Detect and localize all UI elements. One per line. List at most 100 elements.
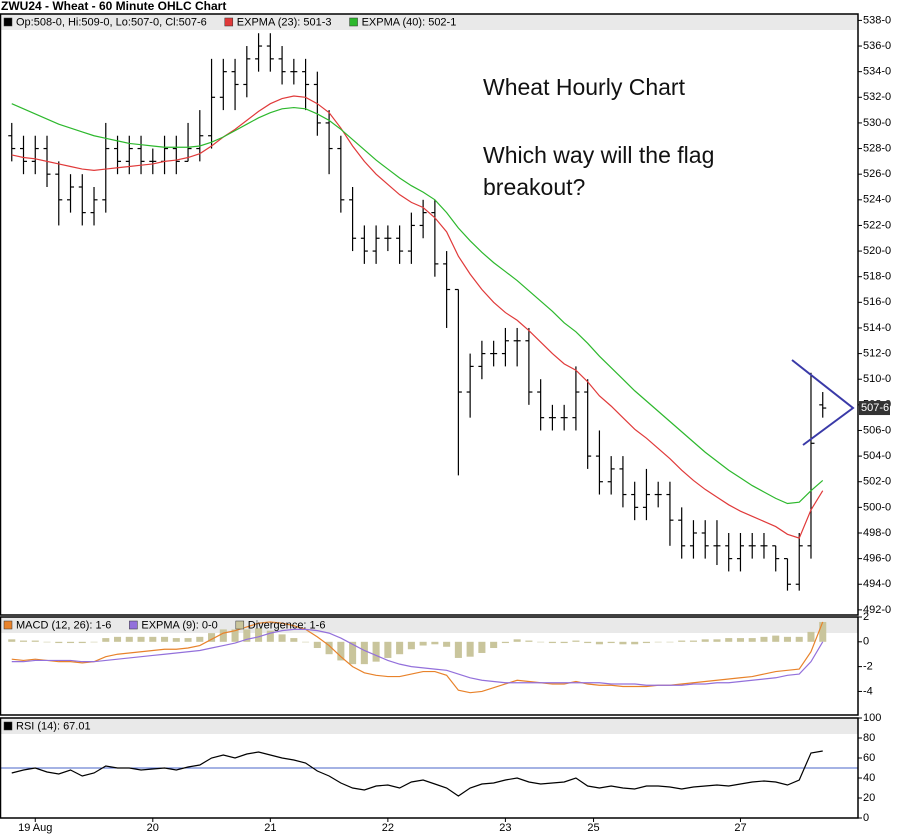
histogram-bar [172, 638, 180, 642]
legend-swatch [3, 17, 13, 27]
histogram-bar [783, 636, 792, 642]
histogram-bar [78, 641, 86, 644]
y-tick-label: 504-0 [863, 450, 891, 462]
histogram-bar [114, 636, 122, 642]
histogram-bar [290, 638, 298, 642]
x-tick-label: 20 [147, 822, 159, 834]
histogram-bar [548, 641, 556, 644]
histogram-bar [607, 641, 615, 644]
histogram-bar [701, 639, 709, 642]
histogram-bar [384, 641, 392, 658]
panel-frame [0, 717, 859, 819]
legend-label: MACD (12, 26): 1-6 [16, 619, 111, 631]
histogram-bar [478, 641, 486, 653]
y-tick-label: 0 [863, 812, 869, 824]
y-tick-label: 534-0 [863, 66, 891, 78]
legend-label: EXPMA (40): 502-1 [362, 16, 457, 28]
chart-title: ZWU24 - Wheat - 60 Minute OHLC Chart [1, 0, 226, 13]
histogram-bar [654, 641, 662, 643]
histogram-bar [795, 636, 803, 642]
flag-drawing [791, 359, 855, 446]
histogram-bar [407, 641, 415, 650]
legend-label: EXPMA (9): 0-0 [141, 619, 217, 631]
y-tick-label: 2 [863, 611, 869, 623]
series-line [11, 103, 824, 505]
y-tick-label: 522-0 [863, 219, 891, 231]
legend-swatch [349, 17, 358, 27]
histogram-bar [419, 641, 427, 646]
histogram-bar [337, 641, 345, 661]
histogram-bar [313, 641, 321, 649]
histogram-bar [760, 636, 768, 642]
histogram-bar [572, 640, 580, 642]
histogram-bar [255, 628, 263, 642]
histogram-bar [748, 638, 756, 642]
histogram-bar [125, 636, 133, 642]
histogram-bar [208, 633, 216, 642]
legend-swatch [3, 721, 13, 731]
y-tick-label: 494-0 [863, 578, 891, 590]
histogram-bar [513, 639, 521, 642]
histogram-bar [372, 641, 380, 662]
y-tick-label: 532-0 [863, 91, 891, 103]
histogram-bar [807, 631, 815, 642]
x-tick-label: 27 [734, 822, 746, 834]
histogram-bar [466, 641, 474, 657]
histogram-bar [537, 641, 545, 643]
y-tick-label: 40 [863, 772, 875, 784]
annotation: Wheat Hourly Chart [483, 74, 686, 100]
last-price-label: 507-6 [861, 402, 889, 414]
y-tick-label: 500-0 [863, 501, 891, 513]
series-line [11, 628, 824, 686]
y-tick-label: 526-0 [863, 168, 891, 180]
y-tick-label: -2 [863, 661, 873, 673]
legend-swatch [224, 17, 234, 27]
y-tick-label: 492-0 [863, 604, 891, 616]
y-tick-label: 502-0 [863, 476, 891, 488]
x-tick-label: 25 [587, 822, 599, 834]
panel: 538-0 536-0 534-0 532-0 530-0 528-0 526-0 524-0… [0, 13, 891, 616]
histogram-bar [302, 641, 310, 643]
y-tick-label: 516-0 [863, 296, 891, 308]
histogram-bar [689, 640, 697, 642]
histogram-bar [243, 629, 251, 642]
y-tick-label: 496-0 [863, 553, 891, 565]
series-line [11, 95, 824, 539]
histogram-bar [184, 638, 192, 642]
y-tick-label: -4 [863, 685, 873, 697]
plot-area [0, 617, 858, 694]
panel: 0 20 40 60 80 100 RSI (14): 67.01 19 Aug 20 21 22 2… [0, 712, 881, 834]
histogram-bar [43, 641, 51, 643]
histogram-bar [66, 641, 75, 644]
x-tick-label: 23 [499, 822, 511, 834]
y-tick-label: 20 [863, 792, 875, 804]
plot-area [0, 14, 858, 591]
histogram-bar [631, 641, 639, 645]
legend-label: EXPMA (23): 501-3 [237, 16, 332, 28]
y-tick-label: 530-0 [863, 117, 891, 129]
y-tick-label: 528-0 [863, 142, 891, 154]
histogram-bar [231, 629, 239, 642]
y-tick-label: 536-0 [863, 40, 891, 52]
annotation: breakout? [483, 174, 585, 200]
panel-frame [0, 616, 859, 716]
y-tick-label: 514-0 [863, 322, 891, 334]
histogram-bar [102, 638, 110, 642]
histogram-bar [8, 639, 16, 642]
histogram-bar [266, 630, 274, 642]
y-tick-label: 498-0 [863, 527, 891, 539]
panel-frame [0, 13, 859, 616]
histogram-bar [819, 621, 827, 642]
histogram-bar [454, 641, 462, 658]
histogram-bar [219, 629, 227, 642]
legend-band [0, 718, 858, 734]
panel: 2 0 -2 -4 MACD (12, 26): 1-6 EXPMA (9): 0-0 Di… [0, 611, 873, 716]
histogram-bar [149, 636, 157, 642]
y-tick-label: 510-0 [863, 373, 891, 385]
x-tick-label: 22 [382, 822, 394, 834]
histogram-bar [560, 641, 568, 644]
histogram-bar [31, 640, 39, 642]
histogram-bar [278, 634, 286, 642]
histogram-bar [713, 639, 721, 642]
